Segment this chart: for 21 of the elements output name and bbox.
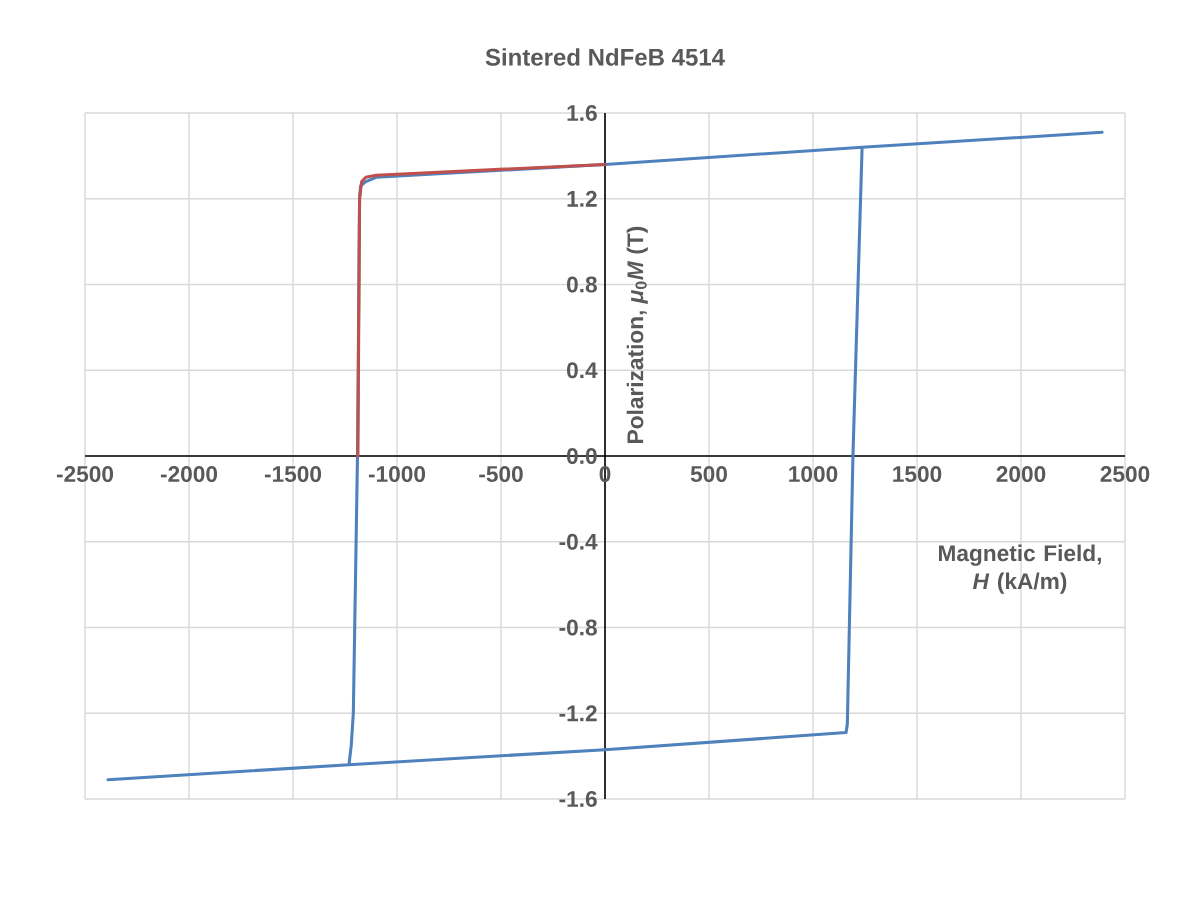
- x-tick-label: -1000: [368, 466, 426, 483]
- y-tick-label: 1.6: [567, 104, 597, 122]
- x-tick-label: 2000: [996, 466, 1046, 483]
- x-tick-label: -2500: [56, 466, 114, 483]
- y-axis-title: Polarization, μ$_{0}$M (T): [626, 226, 648, 443]
- y-tick-label: -1.2: [559, 705, 597, 722]
- x-tick-label: -500: [479, 466, 523, 483]
- x-tick-label: 500: [690, 466, 727, 483]
- y-tick-label: 1.2: [567, 190, 597, 207]
- x-tick-label: 1500: [893, 466, 942, 483]
- x-tick-label: 1000: [789, 466, 838, 483]
- x-tick-label: -1500: [264, 466, 322, 483]
- y-tick-label: -0.4: [559, 533, 598, 550]
- y-tick-label: 0.4: [567, 362, 598, 379]
- x-tick-label: 2500: [1100, 466, 1150, 483]
- y-tick-label: -1.6: [559, 790, 597, 808]
- y-tick-label: -0.8: [559, 619, 597, 636]
- x-axis-title: Magnetic Field, H (kA/m): [939, 544, 1101, 594]
- chart-title: Sintered NdFeB 4514: [485, 48, 725, 66]
- y-tick-label: 0.8: [567, 276, 597, 293]
- x-tick-label: -2000: [160, 466, 218, 483]
